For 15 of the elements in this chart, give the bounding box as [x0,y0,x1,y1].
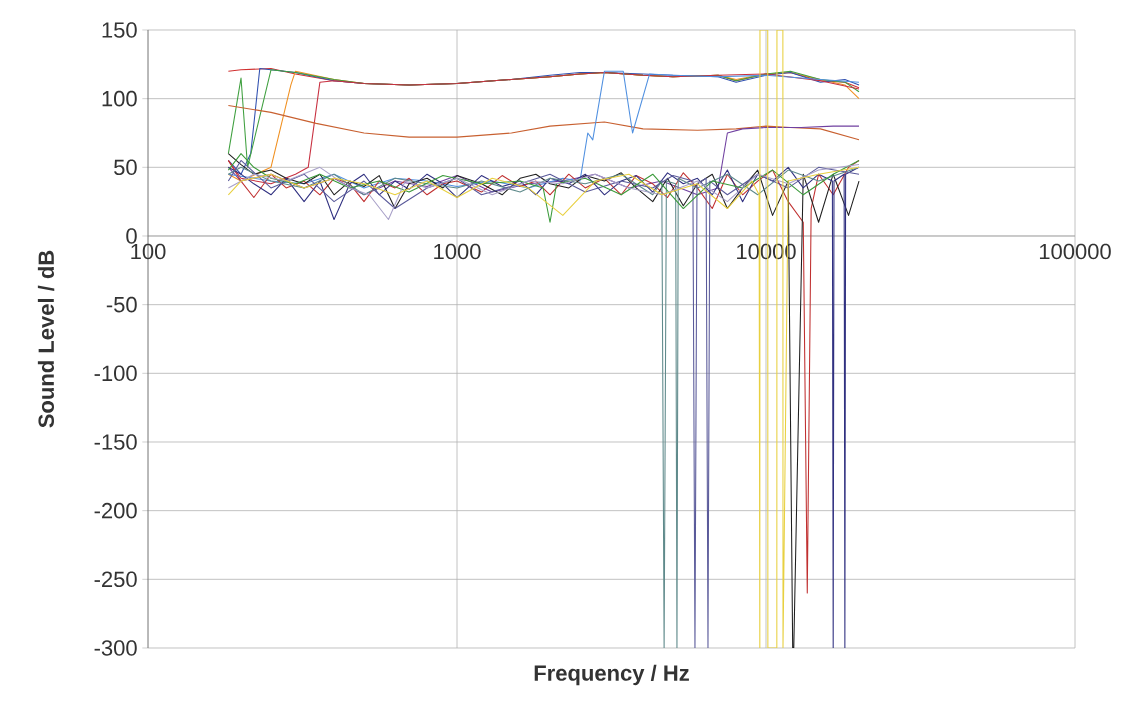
y-tick-label: 0 [126,228,137,244]
y-tick-label: -300 [94,640,137,656]
y-tick-label: -100 [94,365,137,382]
x-axis-title: Frequency / Hz [534,664,689,686]
y-tick-label: -200 [94,502,137,519]
y-tick-label: -250 [94,571,137,588]
y-tick-label: 150 [102,22,137,38]
x-tick-label: 100000 [1039,243,1111,260]
x-tick-label: 1000 [434,243,481,260]
y-tick-label: -50 [106,296,137,313]
y-tick-label: 100 [102,90,137,107]
y-tick-label: -150 [94,434,137,450]
y-axis-title: Sound Level / dB [37,250,55,428]
y-tick-label: 50 [114,159,137,176]
x-tick-label: 100 [131,243,166,260]
